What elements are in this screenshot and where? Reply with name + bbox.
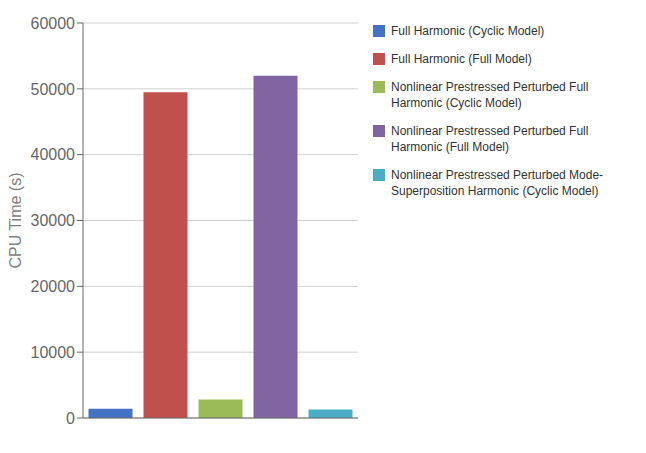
html-text:Nonlinear Prestressed Perturbe: Nonlinear Prestressed Perturbed Full Har… — [391, 80, 589, 110]
svg-text:0: 0 — [66, 410, 75, 427]
svg-text:10000: 10000 — [31, 344, 76, 361]
html-text:Nonlinear Prestressed Perturbe: Nonlinear Prestressed Perturbed Mode- Su… — [391, 168, 604, 198]
html-text:Full Harmonic (Full Model): Full Harmonic (Full Model) — [391, 52, 532, 66]
svg-text:50000: 50000 — [31, 81, 76, 98]
html-text:Full Harmonic (Cyclic Model): Full Harmonic (Cyclic Model) — [391, 24, 545, 38]
svg-text:30000: 30000 — [31, 212, 76, 229]
svg-text:40000: 40000 — [31, 146, 76, 163]
html-text:Nonlinear Prestressed Perturbe: Nonlinear Prestressed Perturbed Full Har… — [391, 124, 589, 154]
svg-text:CPU Time (s): CPU Time (s) — [8, 173, 24, 269]
svg-text:20000: 20000 — [31, 278, 76, 295]
svg-text:60000: 60000 — [31, 15, 76, 32]
